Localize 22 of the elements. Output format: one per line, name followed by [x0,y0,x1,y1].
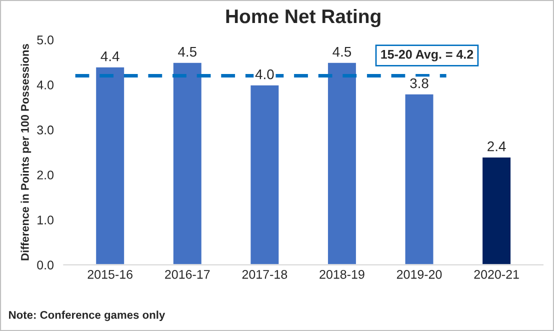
data-label: 4.4 [100,52,120,62]
y-tick-label: 4.0 [36,80,54,90]
y-tick-label: 1.0 [38,216,54,224]
x-tick-label: 2015-16 [88,270,132,279]
data-label: 4.5 [332,47,352,57]
ref-line-label: 15-20 Avg. = 4.2 [381,50,474,62]
x-tick-label: 2018-19 [320,270,364,279]
y-tick-label: 0.0 [37,260,54,270]
text: Note: Conference games only [9,310,166,322]
data-label: 3.8 [410,78,428,88]
x-tick-label: 2019-20 [396,270,442,279]
x-tick-label: 2020-21 [474,270,519,279]
y-tick-label: 5.0 [37,36,54,44]
data-label: 4.0 [255,69,274,80]
y-axis-title: Difference in Points per 100 Possessions [20,44,32,260]
x-tick-label: 2016-17 [165,270,210,279]
data-label: 4.5 [178,47,196,57]
y-tick-label: 2.0 [37,170,54,180]
x-tick-label: 2017-18 [242,270,288,279]
y-tick-label: 3.0 [37,126,54,134]
data-label: 2.4 [488,141,506,152]
chart-title: Home Net Rating [226,8,380,28]
